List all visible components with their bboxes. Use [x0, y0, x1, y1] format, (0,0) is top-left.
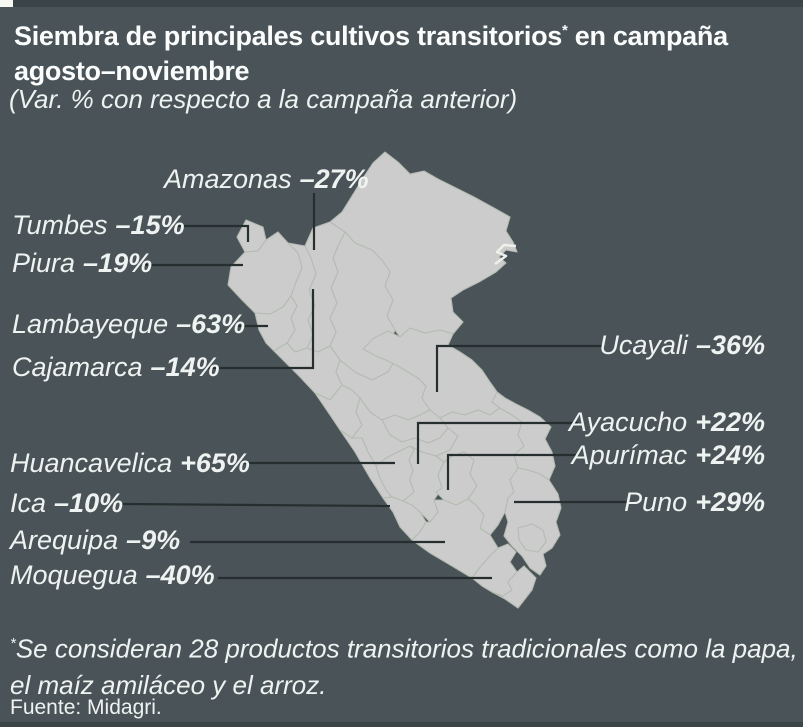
label-lambayeque: Lambayeque –63%: [12, 309, 245, 340]
lake-titicaca: [517, 523, 547, 553]
label-moquegua-name: Moquegua: [10, 560, 138, 590]
label-amazonas-name: Amazonas: [164, 164, 292, 194]
label-puno-name: Puno: [624, 487, 688, 517]
top-edge-strip: [0, 0, 803, 7]
title-line2: agosto–noviembre: [14, 56, 250, 86]
region-tacna: [491, 565, 537, 609]
label-piura-name: Piura: [12, 248, 76, 278]
title-line1: Siembra de principales cultivos transito…: [14, 13, 728, 54]
label-tumbes: Tumbes –15%: [12, 210, 185, 241]
label-huancavelica-name: Huancavelica: [10, 448, 173, 478]
label-arequipa-name: Arequipa: [10, 525, 119, 555]
bottom-edge-strip: [0, 722, 803, 727]
label-apurimac: Apurímac +24%: [572, 440, 765, 471]
label-ucayali-name: Ucayali: [599, 330, 688, 360]
label-ucayali: Ucayali –36%: [599, 330, 765, 361]
label-ayacucho-value: +22%: [695, 407, 765, 437]
leader-ayacucho: [416, 421, 578, 464]
label-tumbes-name: Tumbes: [12, 210, 108, 240]
label-ayacucho-name: Ayacucho: [568, 407, 688, 437]
title-text: Siembra de principales cultivos transito…: [14, 21, 562, 51]
footnote: *Se consideran 28 productos transitorios…: [10, 626, 798, 703]
label-piura: Piura –19%: [12, 248, 152, 279]
label-ucayali-value: –36%: [695, 330, 765, 360]
label-ica-name: Ica: [10, 488, 47, 518]
page-title: Siembra de principales cultivos transito…: [14, 13, 728, 89]
label-amazonas-value: –27%: [299, 164, 369, 194]
label-piura-value: –19%: [83, 248, 153, 278]
top-left-sliver: [0, 0, 13, 7]
leader-apurimac: [446, 453, 578, 490]
label-lambayeque-value: –63%: [176, 309, 246, 339]
label-huancavelica-value: +65%: [180, 448, 250, 478]
label-ica: Ica –10%: [10, 488, 123, 519]
label-apurimac-name: Apurímac: [571, 440, 688, 470]
label-moquegua-value: –40%: [145, 560, 215, 590]
region-puno: [503, 467, 562, 576]
region-la-libertad: [273, 342, 343, 401]
label-arequipa-value: –9%: [126, 525, 181, 555]
leader-ica: [121, 502, 391, 508]
leader-ucayali: [435, 344, 604, 392]
label-cajamarca-name: Cajamarca: [12, 352, 143, 382]
title-text-cont: en campaña: [567, 21, 728, 51]
source-credit: Fuente: Midagri.: [10, 696, 162, 719]
amazon-river-notch: [494, 243, 517, 266]
footnote-asterisk: *: [10, 635, 16, 652]
region-arequipa: [411, 498, 499, 579]
label-puno: Puno +29%: [624, 487, 765, 518]
leader-cajamarca: [206, 289, 315, 370]
label-apurimac-value: +24%: [695, 440, 765, 470]
footnote-text: Se consideran 28 productos transitorios …: [10, 633, 798, 700]
label-amazonas: Amazonas –27%: [164, 164, 369, 195]
subtitle: (Var. % con respecto a la campaña anteri…: [9, 84, 518, 114]
region-piura: [227, 231, 303, 315]
label-lambayeque-name: Lambayeque: [12, 309, 169, 339]
region-lambayeque: [254, 295, 298, 352]
label-cajamarca-value: –14%: [150, 352, 220, 382]
label-cajamarca: Cajamarca –14%: [12, 352, 220, 383]
leader-tumbes: [178, 224, 250, 242]
label-ica-value: –10%: [54, 488, 124, 518]
label-tumbes-value: –15%: [115, 210, 185, 240]
label-puno-value: +29%: [695, 487, 765, 517]
label-ayacucho: Ayacucho +22%: [569, 407, 765, 438]
label-huancavelica: Huancavelica +65%: [10, 448, 250, 479]
title-asterisk: *: [561, 22, 568, 39]
region-tumbes: [236, 219, 267, 253]
label-moquegua: Moquegua –40%: [10, 560, 215, 591]
label-arequipa: Arequipa –9%: [10, 525, 180, 556]
